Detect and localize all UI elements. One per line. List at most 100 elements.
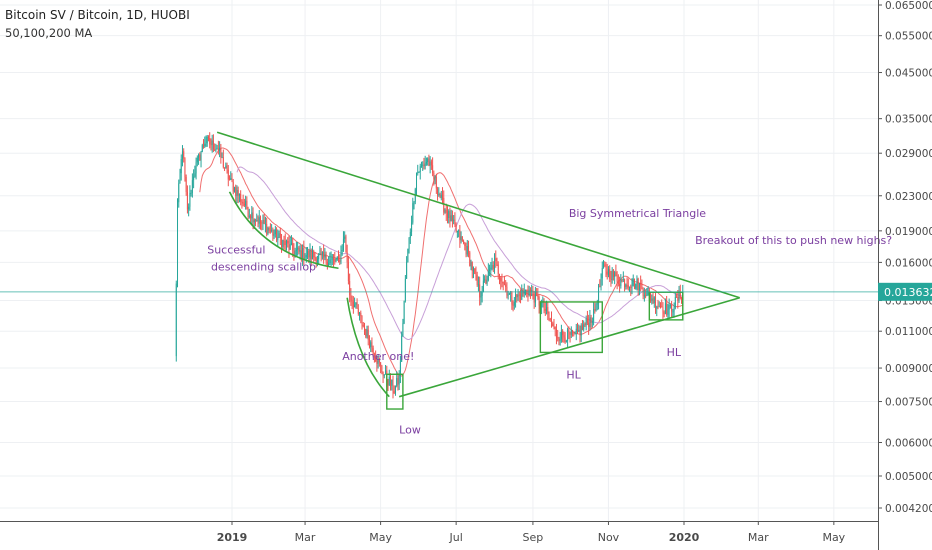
candle-body (579, 329, 581, 336)
scallop-curve (346, 297, 390, 398)
candle-body (325, 254, 327, 262)
candle-body (302, 247, 304, 259)
candle-body (630, 286, 632, 288)
candle-body (251, 212, 253, 219)
candle-body (498, 274, 500, 278)
candle-body (489, 269, 491, 271)
candle-body (533, 296, 535, 303)
candle-body (619, 284, 621, 286)
candle-body (595, 304, 597, 311)
candle-body (655, 297, 657, 309)
candle-body (565, 340, 567, 342)
candle-body (259, 217, 261, 223)
candle-body (443, 197, 445, 213)
y-tick-label: 0.007500 (885, 397, 932, 409)
candle-body (351, 299, 353, 302)
candle-body (632, 278, 634, 286)
candle-body (336, 256, 338, 260)
candle-body (666, 303, 668, 315)
candle-body (459, 230, 461, 241)
last-price-label: 0.013632 (884, 286, 932, 299)
candle-body (438, 194, 440, 196)
candle-body (235, 187, 237, 196)
y-tick-label: 0.004200 (885, 503, 932, 515)
time-axis[interactable]: 2019 Mar May Jul Sep Nov 2020 Mar May (217, 521, 846, 544)
candle-body (663, 312, 665, 314)
candle-body (661, 306, 663, 308)
annotation-label: Breakout of this to push new highs? (695, 234, 892, 247)
candle-body (536, 291, 538, 296)
candle-body (362, 325, 364, 327)
candle-body (334, 258, 336, 262)
candle-body (532, 290, 534, 297)
candle-body (428, 158, 430, 166)
candle-body (214, 149, 216, 151)
candle-body (642, 289, 644, 296)
candle-body (474, 268, 476, 274)
candle-body (388, 376, 390, 386)
candle-body (637, 278, 639, 291)
candle-body (678, 291, 680, 301)
grid (0, 0, 878, 521)
candle-body (243, 203, 245, 206)
candle-body (492, 265, 494, 269)
candle-body (638, 282, 640, 291)
candle-body (297, 247, 299, 250)
candle-body (555, 329, 557, 338)
candle-body (237, 190, 239, 196)
drawings (216, 131, 740, 410)
candle-body (507, 294, 509, 296)
candle-body (179, 173, 181, 184)
candle-body (466, 246, 468, 255)
candle-body (622, 279, 624, 281)
candle-body (520, 294, 522, 300)
candle-body (381, 365, 383, 372)
candle-body (581, 325, 583, 330)
candle-body (263, 219, 265, 224)
candle-body (355, 302, 357, 305)
candle-body (615, 272, 617, 276)
x-tick-label: Jul (449, 531, 463, 544)
candle-body (367, 329, 369, 340)
candle-body (465, 245, 467, 255)
annotation-label: HL (566, 369, 581, 382)
candle-body (204, 143, 206, 147)
candle-body (183, 151, 185, 159)
candle-body (456, 230, 458, 232)
last-price-tag (878, 282, 932, 301)
candle-body (268, 227, 270, 231)
candle-body (563, 335, 565, 338)
candle-body (394, 385, 396, 393)
candle-body (603, 264, 605, 269)
candle-body (500, 277, 502, 282)
candle-body (181, 151, 183, 160)
candle-body (476, 275, 478, 285)
candle-body (307, 250, 309, 255)
candle-body (236, 190, 238, 196)
candle-body (365, 328, 367, 337)
candle-body (284, 240, 286, 246)
candle-body (419, 166, 421, 172)
price-axis[interactable]: 0.065000 0.055000 0.045000 0.035000 0.029000… (878, 0, 932, 515)
y-tick-label: 0.009000 (885, 363, 932, 375)
candle-body (564, 337, 566, 342)
candle-body (607, 269, 609, 275)
candle-body (310, 250, 312, 259)
candle-body (212, 140, 214, 150)
y-tick-label: 0.019000 (885, 226, 932, 238)
candle-body (224, 167, 226, 169)
candle-body (258, 217, 260, 224)
y-tick-label: 0.029000 (885, 148, 932, 160)
candle-body (446, 212, 448, 218)
candle-body (502, 282, 504, 284)
candle-body (195, 162, 197, 174)
candle-body (287, 240, 289, 244)
candle-body (246, 200, 248, 210)
annotations: Successful descending scallop Another one!… (207, 207, 892, 437)
candle-body (323, 252, 325, 258)
candle-body (289, 244, 291, 250)
candle-body (240, 193, 242, 202)
candle-body (643, 295, 645, 297)
chart-subtitle: 50,100,200 MA (5, 26, 92, 40)
